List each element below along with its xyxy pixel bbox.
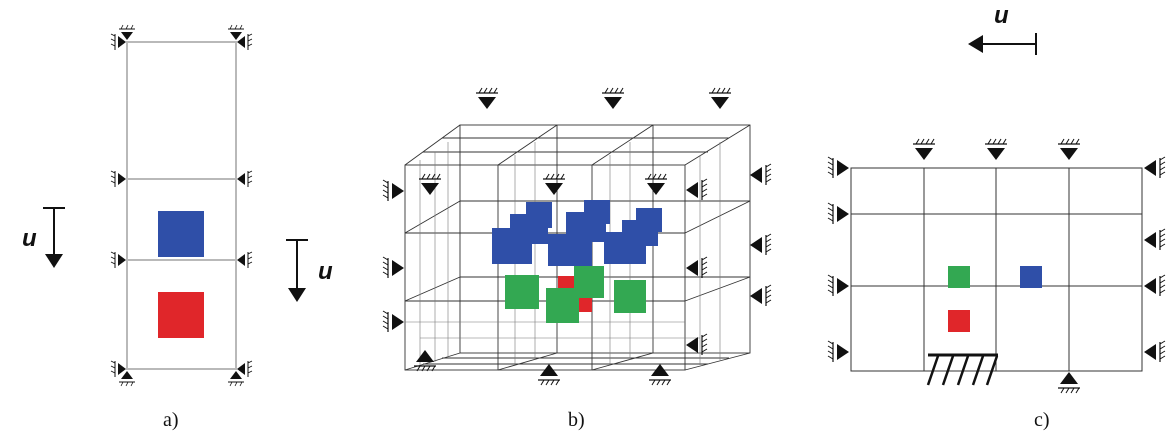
panel-b	[382, 87, 772, 386]
panel-a-load-label-right: u	[318, 258, 333, 285]
panel-a	[43, 24, 308, 387]
panel-c-load-arrow	[968, 33, 1037, 55]
panel-a-caption: a)	[163, 409, 179, 431]
panel-c-green-square	[948, 266, 970, 288]
panel-a-frame	[126, 41, 237, 370]
panel-c	[827, 33, 1166, 394]
panel-b-green-blocks	[505, 266, 646, 323]
panel-c-caption: c)	[1034, 409, 1050, 431]
panel-b-blue-blocks	[492, 200, 662, 266]
panel-b-caption: b)	[568, 409, 585, 431]
panel-a-load-label-left: u	[22, 225, 37, 252]
panel-a-load-arrow-left	[43, 207, 65, 268]
panel-c-grid	[850, 167, 1143, 372]
panel-a-load-arrow-right	[286, 239, 308, 302]
panel-a-blue-square	[158, 211, 204, 257]
panel-c-red-square	[948, 310, 970, 332]
panel-c-fixed-support	[926, 353, 999, 386]
panel-b-fine-lines	[405, 142, 721, 365]
panel-c-load-label: u	[994, 2, 1009, 29]
panel-c-blue-square	[1020, 266, 1042, 288]
panel-a-red-square	[158, 292, 204, 338]
